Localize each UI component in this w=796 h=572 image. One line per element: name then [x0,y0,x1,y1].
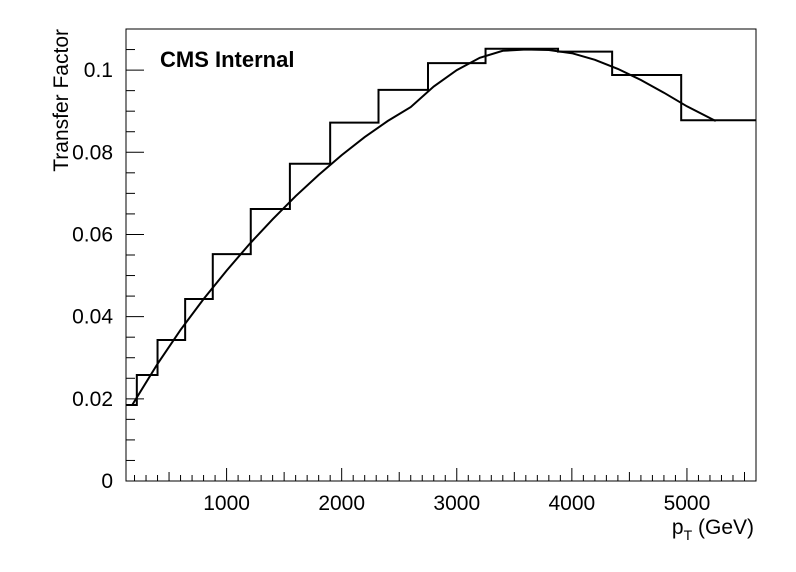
fit-curve [131,48,717,406]
cms-internal-label: CMS Internal [160,47,294,72]
x-tick-label: 1000 [203,492,250,515]
x-tick-label: 5000 [664,492,711,515]
y-axis-title: Transfer Factor [50,29,73,172]
histogram-series [126,47,756,406]
x-axis-title-main: p [672,516,684,539]
x-axis-title-unit: (GeV) [692,516,754,539]
y-tick-label: 0.04 [72,306,113,329]
y-tick-label: 0.06 [72,223,113,246]
x-axis-title: pT (GeV) [672,516,754,543]
y-tick-label: 0 [101,470,113,493]
y-tick-label: 0.08 [72,141,113,164]
y-tick-label: 0.02 [72,388,113,411]
x-tick-label: 2000 [318,492,365,515]
x-tick-label: 3000 [433,492,480,515]
x-axis-title-subscript: T [684,527,693,543]
x-tick-label: 4000 [548,492,595,515]
y-tick-label: 0.1 [84,59,113,82]
